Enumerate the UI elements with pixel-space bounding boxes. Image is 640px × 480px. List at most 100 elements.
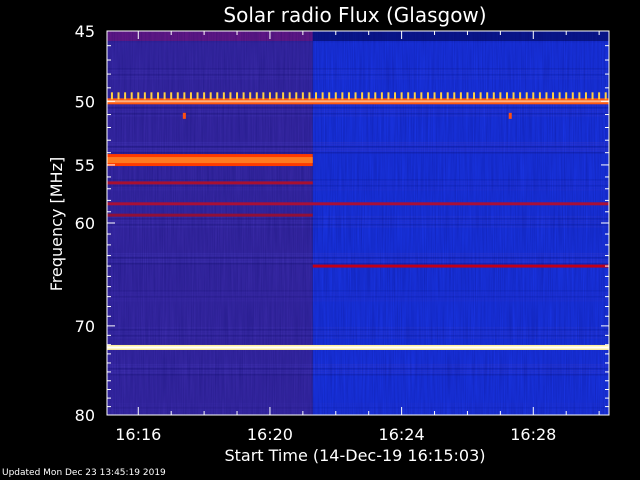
band-point: [182, 112, 186, 119]
band-spike: [380, 92, 383, 100]
band-spike: [242, 92, 245, 100]
band-spike: [216, 92, 219, 100]
band-spike: [532, 92, 535, 100]
y-tick-label: 80: [75, 406, 95, 425]
x-tick-label: 16:24: [379, 425, 425, 444]
band-spike: [598, 92, 601, 100]
band-line: [107, 213, 313, 217]
band-spike: [545, 92, 548, 100]
band-spike: [275, 92, 278, 100]
band-spike: [446, 92, 449, 100]
chart-title: Solar radio Flux (Glasgow): [223, 3, 486, 27]
band-spike: [315, 92, 318, 100]
band-spike: [407, 92, 410, 100]
y-axis-label: Frequency [MHz]: [47, 157, 66, 291]
band-spike: [255, 92, 258, 100]
y-tick-label: 45: [75, 22, 95, 41]
band-spike: [466, 92, 469, 100]
band-line: [107, 202, 609, 206]
x-axis-label: Start Time (14-Dec-19 16:15:03): [224, 446, 485, 465]
band-spike: [236, 92, 239, 100]
band-spike: [268, 92, 271, 100]
band-spike: [578, 92, 581, 100]
band-spike: [519, 92, 522, 100]
band-spike: [426, 92, 429, 100]
band-spike: [571, 92, 574, 100]
band-spike: [486, 92, 489, 100]
y-tick-label: 55: [75, 156, 95, 175]
band-spike: [558, 92, 561, 100]
updated-timestamp: Updated Mon Dec 23 13:45:19 2019: [2, 468, 166, 478]
band-spike: [374, 92, 377, 100]
band-spike: [334, 92, 337, 100]
band-spike: [163, 92, 166, 100]
band-spike: [591, 92, 594, 100]
band-spike: [347, 92, 350, 100]
x-tick-label: 16:20: [247, 425, 293, 444]
band-spike: [328, 92, 331, 100]
band-spike: [222, 92, 225, 100]
band-spike: [473, 92, 476, 100]
y-tick-label: 60: [75, 214, 95, 233]
y-axis: 45 50 55 60 70 80: [75, 22, 609, 425]
band-spike: [157, 92, 160, 100]
band-spike: [130, 92, 133, 100]
x-tick-label: 16:28: [510, 425, 556, 444]
band-spike: [525, 92, 528, 100]
band-spike: [479, 92, 482, 100]
band-spike: [170, 92, 173, 100]
band-spike: [110, 92, 113, 100]
band-spike: [453, 92, 456, 100]
band-spike: [176, 92, 179, 100]
band-line-core: [107, 157, 313, 164]
band-spike: [354, 92, 357, 100]
band-spike: [552, 92, 555, 100]
band-spike: [499, 92, 502, 100]
y-tick-label: 70: [75, 317, 95, 336]
x-axis: 16:16 16:20 16:24 16:28: [115, 31, 600, 444]
band-spike: [295, 92, 298, 100]
band-spike: [203, 92, 206, 100]
band-spike: [321, 92, 324, 100]
band-spike: [413, 92, 416, 100]
plot-area: [107, 31, 609, 415]
band-spike: [249, 92, 252, 100]
band-spike: [301, 92, 304, 100]
band-spike: [229, 92, 232, 100]
band-point: [508, 112, 512, 119]
band-spike: [459, 92, 462, 100]
band-line-core: [107, 100, 609, 103]
x-tick-label: 16:16: [115, 425, 161, 444]
band-spike: [124, 92, 127, 100]
band-spike: [196, 92, 199, 100]
band-line: [107, 181, 313, 185]
band-spike: [308, 92, 311, 100]
band-spike: [361, 92, 364, 100]
band-spike: [400, 92, 403, 100]
band-spike: [505, 92, 508, 100]
band-spike: [538, 92, 541, 100]
band-spike: [440, 92, 443, 100]
band-spike: [262, 92, 265, 100]
band-spike: [512, 92, 515, 100]
band-spike: [341, 92, 344, 100]
band-spike: [367, 92, 370, 100]
band-spike: [209, 92, 212, 100]
band-spike: [150, 92, 153, 100]
band-spike: [189, 92, 192, 100]
band-line: [312, 264, 609, 268]
band-spike: [433, 92, 436, 100]
band-spike: [288, 92, 291, 100]
band-line-core: [107, 346, 609, 349]
band-spike: [565, 92, 568, 100]
band-spike: [143, 92, 146, 100]
band-spike: [584, 92, 587, 100]
band-spike: [137, 92, 140, 100]
band-spike: [604, 92, 607, 100]
y-tick-label: 50: [75, 92, 95, 111]
band-spike: [394, 92, 397, 100]
band-spike: [420, 92, 423, 100]
band-spike: [387, 92, 390, 100]
band-spike: [183, 92, 186, 100]
